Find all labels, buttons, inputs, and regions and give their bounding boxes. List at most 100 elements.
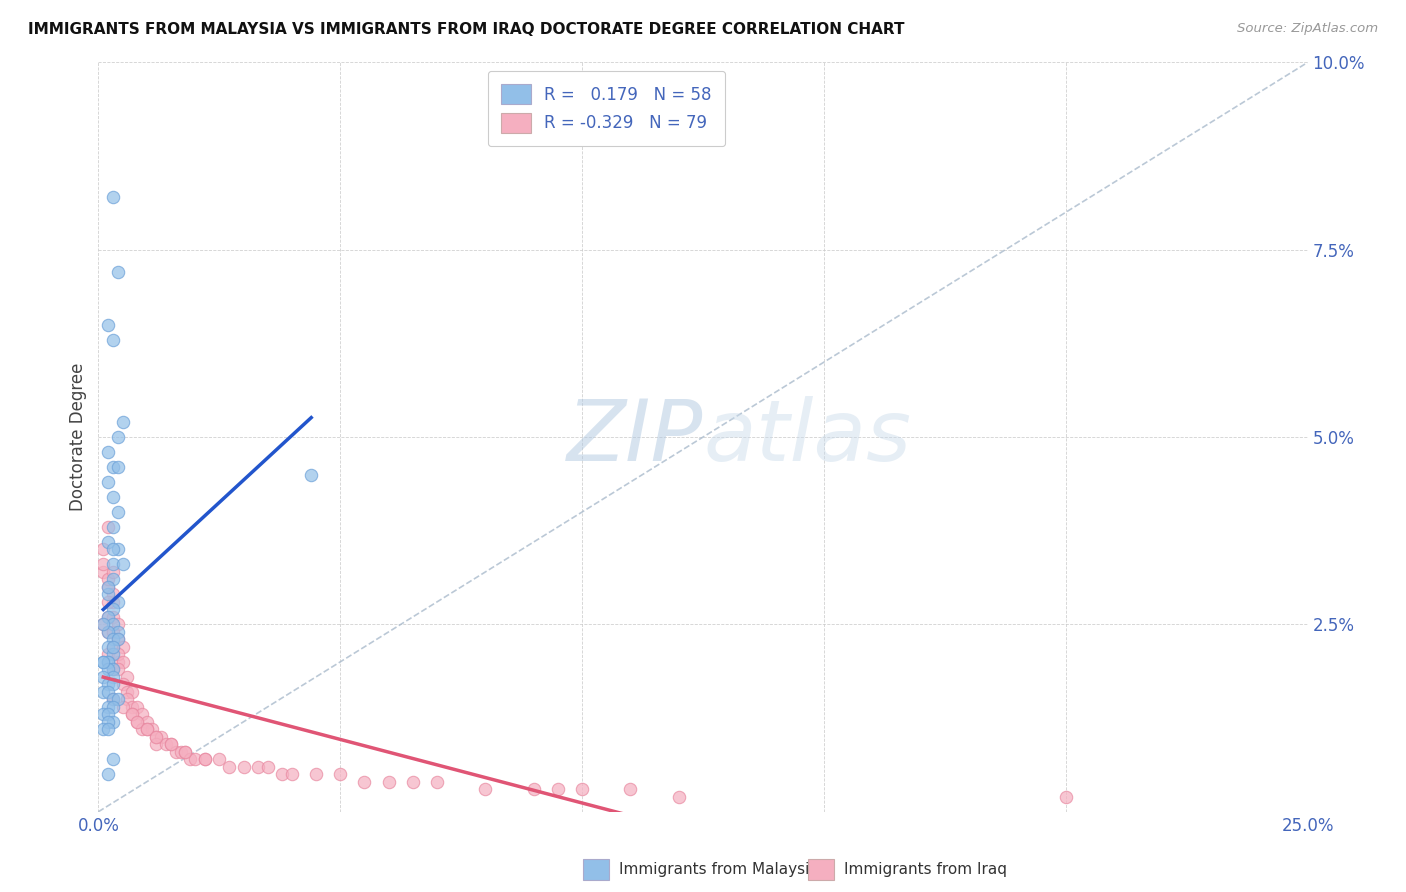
Point xyxy=(107,655,129,669)
Point xyxy=(97,580,120,594)
Point xyxy=(97,573,120,587)
Point xyxy=(101,573,124,587)
Point xyxy=(107,505,129,519)
Point xyxy=(101,662,124,676)
Point xyxy=(232,760,254,774)
Point xyxy=(141,723,163,737)
Point xyxy=(131,723,153,737)
Point xyxy=(101,677,124,691)
Point xyxy=(101,752,124,766)
Point xyxy=(184,752,207,766)
Point xyxy=(91,565,114,579)
Point xyxy=(117,692,139,706)
Point xyxy=(145,737,167,751)
Point xyxy=(155,737,177,751)
Point xyxy=(127,714,149,729)
Point xyxy=(281,767,304,781)
Point xyxy=(97,648,120,662)
Point xyxy=(97,535,120,549)
Point xyxy=(111,655,134,669)
Point xyxy=(101,624,124,639)
Point xyxy=(101,610,124,624)
Point xyxy=(101,595,124,609)
Point xyxy=(101,699,124,714)
Point xyxy=(256,760,278,774)
Text: Immigrants from Malaysia: Immigrants from Malaysia xyxy=(619,863,818,877)
Point xyxy=(97,610,120,624)
Point xyxy=(127,699,149,714)
Point xyxy=(271,767,294,781)
Point xyxy=(97,767,120,781)
Point xyxy=(131,707,153,722)
Point xyxy=(97,655,120,669)
Point xyxy=(101,632,124,647)
Point xyxy=(1054,789,1077,804)
Point xyxy=(91,558,114,572)
Point xyxy=(101,333,124,347)
Point xyxy=(101,490,124,504)
Point xyxy=(97,685,120,699)
Point xyxy=(91,685,114,699)
Point xyxy=(194,752,217,766)
Point xyxy=(97,580,120,594)
Text: Source: ZipAtlas.com: Source: ZipAtlas.com xyxy=(1237,22,1378,36)
Point xyxy=(101,640,124,654)
Point xyxy=(305,767,328,781)
Point xyxy=(247,760,270,774)
Point xyxy=(547,782,569,797)
Point xyxy=(117,685,139,699)
Point xyxy=(97,624,120,639)
Point xyxy=(179,752,201,766)
Point xyxy=(107,624,129,639)
Point xyxy=(194,752,217,766)
Point xyxy=(402,774,425,789)
Point xyxy=(299,467,322,482)
Point xyxy=(91,655,114,669)
Point xyxy=(91,670,114,684)
Point xyxy=(97,655,120,669)
Point xyxy=(101,648,124,662)
Point xyxy=(101,190,124,204)
Point xyxy=(97,714,120,729)
Point xyxy=(160,737,183,751)
Point xyxy=(107,617,129,632)
Point xyxy=(165,745,187,759)
Point xyxy=(107,692,129,706)
Point xyxy=(97,520,120,534)
Point xyxy=(329,767,352,781)
Text: Immigrants from Iraq: Immigrants from Iraq xyxy=(844,863,1007,877)
Point xyxy=(107,460,129,475)
Point xyxy=(97,595,120,609)
Point xyxy=(111,415,134,429)
Point xyxy=(426,774,449,789)
Point xyxy=(101,640,124,654)
Point xyxy=(377,774,399,789)
Point xyxy=(101,602,124,616)
Legend: R =   0.179   N = 58, R = -0.329   N = 79: R = 0.179 N = 58, R = -0.329 N = 79 xyxy=(488,70,725,146)
Point xyxy=(101,670,124,684)
Point xyxy=(101,542,124,557)
Point xyxy=(91,617,114,632)
Point xyxy=(101,617,124,632)
Point xyxy=(91,723,114,737)
Point xyxy=(97,723,120,737)
Text: ZIP: ZIP xyxy=(567,395,703,479)
Point xyxy=(121,685,143,699)
Point xyxy=(97,610,120,624)
Point xyxy=(174,745,197,759)
Point xyxy=(523,782,546,797)
Text: IMMIGRANTS FROM MALAYSIA VS IMMIGRANTS FROM IRAQ DOCTORATE DEGREE CORRELATION CH: IMMIGRANTS FROM MALAYSIA VS IMMIGRANTS F… xyxy=(28,22,904,37)
Point xyxy=(111,558,134,572)
Point xyxy=(619,782,641,797)
Point xyxy=(91,655,114,669)
Point xyxy=(145,730,167,744)
Point xyxy=(107,265,129,279)
Point xyxy=(101,692,124,706)
Point xyxy=(97,699,120,714)
Point xyxy=(127,714,149,729)
Point xyxy=(169,745,191,759)
Point xyxy=(218,760,240,774)
Point xyxy=(91,542,114,557)
Point xyxy=(97,677,120,691)
Point xyxy=(107,595,129,609)
